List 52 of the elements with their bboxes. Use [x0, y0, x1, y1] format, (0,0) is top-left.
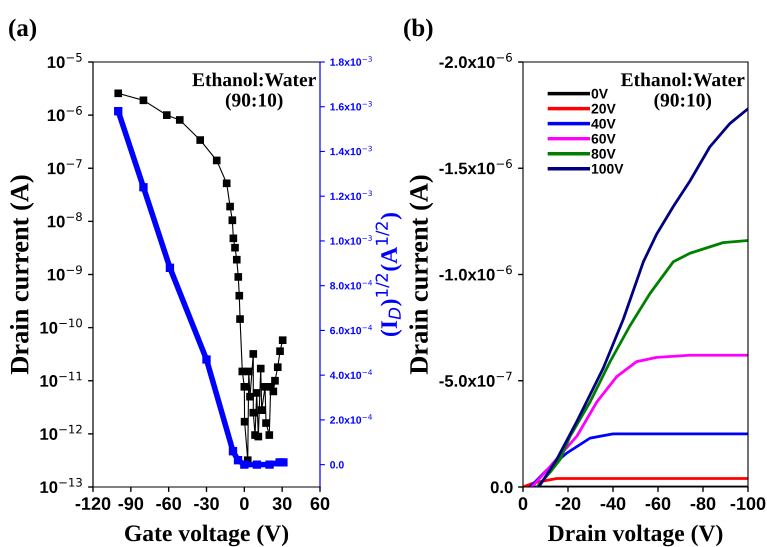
- y-axis-title: Drain current (A): [409, 175, 434, 374]
- y2-tick-label: 1.8x10$^{−3}$: [330, 56, 372, 66]
- y-tick-label: -1.5x10$^{−6}$: [439, 159, 512, 174]
- x-tick-label: -100: [730, 497, 766, 510]
- y-tick-label: 10$^{−8}$: [48, 212, 82, 228]
- y2-tick-label: 1.2x10$^{−3}$: [330, 190, 372, 200]
- chart-title: (b): [404, 18, 432, 42]
- x-tick-label: -30: [194, 497, 219, 510]
- x-tick-label: 60: [310, 497, 330, 510]
- y2-axis-title: (I$_{D}$)$^{1/2}$(A$^{1/2}$): [376, 213, 402, 336]
- x-tick-label: -40: [600, 497, 626, 510]
- y-tick-label: 10$^{−10}$: [40, 318, 82, 334]
- y-tick-label: -5.0x10$^{−7}$: [439, 372, 512, 387]
- x-tick-label: -120: [76, 497, 110, 510]
- x-axis-title: Gate voltage (V): [125, 524, 288, 546]
- x-tick-label: -90: [118, 497, 144, 510]
- y-tick-label: 10$^{−9}$: [48, 265, 82, 281]
- y-tick-label: 0.0: [490, 481, 513, 494]
- legend-label: 40V: [591, 118, 616, 129]
- chart-title: (a): [9, 18, 36, 42]
- legend-label: 60V: [592, 134, 616, 144]
- y-tick-label: 10$^{−11}$: [40, 372, 82, 387]
- y-tick-label: 10$^{−13}$: [40, 478, 82, 494]
- legend-label: 80V: [591, 148, 616, 159]
- x-tick-label: -60: [646, 497, 670, 510]
- y2-tick-label: 1.6x10$^{−3}$: [330, 101, 372, 111]
- x-tick-label: 0: [240, 497, 249, 510]
- y2-tick-label: 8.0x10$^{−4}$: [330, 280, 372, 290]
- legend-label: 20V: [592, 104, 616, 114]
- y-tick-label: -1.0x10$^{−6}$: [439, 265, 512, 281]
- y-axis-title: Drain current (A): [10, 175, 34, 374]
- y-tick-label: 10$^{−6}$: [48, 106, 82, 122]
- y2-tick-label: 1.0x10$^{−3}$: [330, 235, 372, 245]
- annotation: Ethanol:Water (90:10): [192, 72, 316, 111]
- y2-tick-label: 4.0x10$^{−4}$: [330, 370, 372, 379]
- x-axis-title: Drain voltage (V): [548, 524, 722, 546]
- y-tick-label: 10$^{−7}$: [48, 159, 82, 174]
- y2-tick-label: 2.0x10$^{−4}$: [330, 414, 372, 424]
- y2-tick-label: 1.4x10$^{−3}$: [330, 146, 372, 156]
- legend-label: 0V: [592, 88, 608, 99]
- y2-tick-label: 0.0: [330, 461, 344, 469]
- x-tick-label: -20: [556, 497, 580, 510]
- x-tick-label: -80: [690, 497, 716, 510]
- x-tick-label: 0: [518, 497, 528, 510]
- y2-tick-label: 6.0x10$^{−4}$: [330, 324, 372, 334]
- y-tick-label: 10$^{−5}$: [48, 53, 82, 68]
- y-tick-label: 10$^{−12}$: [40, 424, 82, 440]
- legend-label: 100V: [592, 164, 624, 174]
- x-tick-label: 30: [272, 497, 292, 510]
- annotation: Ethanol:Water (90:10): [620, 72, 744, 111]
- x-tick-label: -60: [156, 497, 181, 510]
- y-tick-label: -2.0x10$^{−6}$: [439, 52, 512, 68]
